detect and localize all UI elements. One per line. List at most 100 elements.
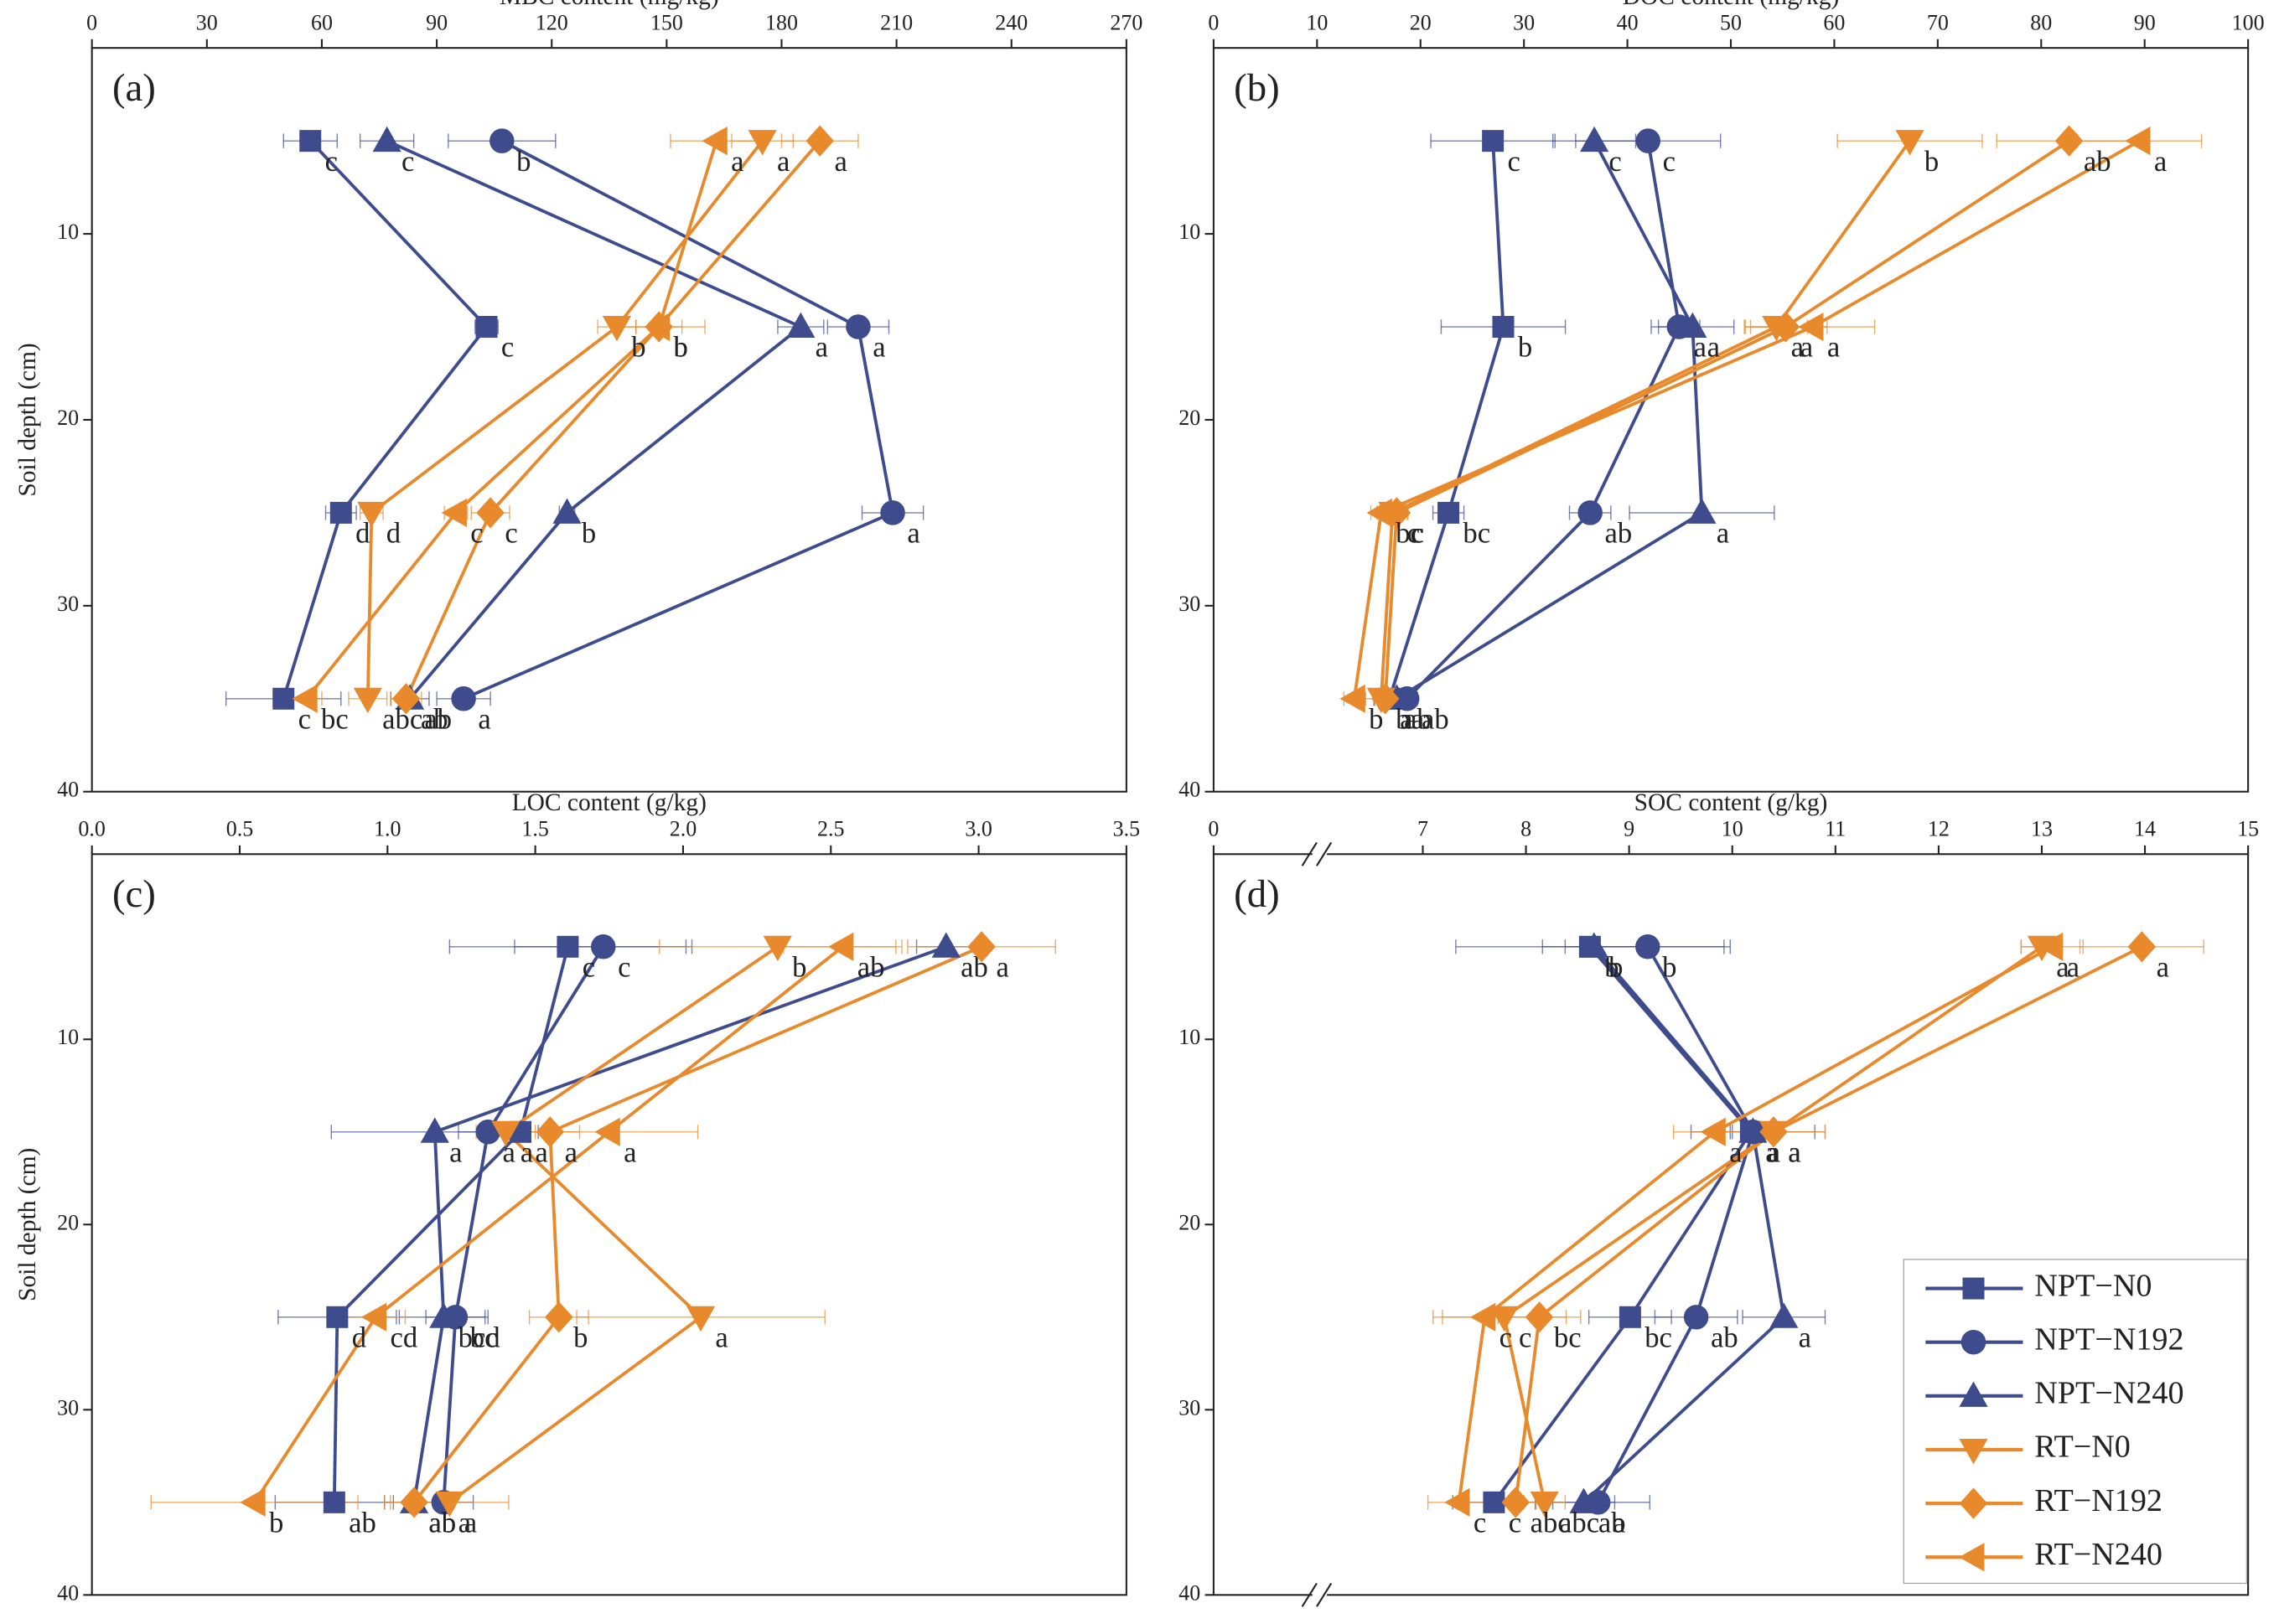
significance-letter: bc: [1554, 1321, 1582, 1353]
marker: [360, 1302, 387, 1332]
x-tick-label: 9: [1624, 817, 1634, 841]
significance-letter: bcd: [458, 1321, 500, 1353]
significance-letter: a: [1707, 332, 1720, 364]
marker: [1959, 1381, 1988, 1407]
x-tick-label: 0.0: [78, 817, 106, 841]
marker: [536, 1116, 565, 1148]
marker: [1895, 130, 1924, 156]
significance-letter: a: [2154, 146, 2167, 178]
plot-frame: [91, 47, 1127, 793]
y-tick-label: 20: [57, 406, 79, 430]
significance-letter: a: [777, 146, 790, 178]
marker: [763, 935, 792, 962]
series-line: [332, 946, 570, 1502]
significance-letter: a: [1800, 332, 1813, 364]
significance-letter: b: [269, 1508, 283, 1539]
marker: [1798, 312, 1824, 342]
significance-letter: bc: [470, 1321, 498, 1353]
marker: [2125, 127, 2151, 156]
significance-letter: abc: [1531, 1508, 1571, 1539]
marker: [602, 316, 632, 342]
marker: [240, 1487, 266, 1517]
significance-letter: b: [573, 1321, 588, 1353]
marker: [1962, 1277, 1985, 1300]
panel-label: (c): [112, 872, 156, 916]
y-tick-label: 40: [57, 1580, 79, 1605]
significance-letter: a: [458, 1508, 471, 1539]
significance-letter: a: [1799, 1321, 1811, 1353]
axis-break: [1316, 841, 1333, 866]
series-line: [1597, 945, 1755, 1503]
significance-letter: c: [618, 951, 630, 983]
significance-letter: c: [1499, 1321, 1512, 1353]
marker: [545, 1301, 573, 1333]
y-tick-label: 10: [57, 1025, 79, 1049]
x-tick-label: 14: [2134, 817, 2156, 841]
x-tick-label: 0.5: [226, 817, 253, 841]
significance-letter: a: [1791, 332, 1804, 364]
y-tick-label: 20: [57, 1210, 79, 1234]
marker: [2127, 931, 2157, 963]
series-line: [412, 945, 982, 1503]
significance-letter: d: [355, 518, 370, 550]
marker: [272, 687, 295, 710]
y-tick-label: 10: [1178, 1025, 1200, 1049]
significance-letter: b: [582, 518, 596, 550]
significance-letter: ab: [349, 1508, 376, 1539]
significance-letter: ab: [2084, 146, 2111, 178]
y-tick-label: 10: [57, 220, 79, 244]
x-tick-label: 50: [1720, 10, 1742, 34]
series-line: [1502, 945, 2043, 1503]
marker: [931, 932, 961, 958]
marker: [828, 932, 854, 961]
marker: [292, 684, 318, 713]
marker: [299, 130, 322, 153]
x-tick-label: 13: [2031, 817, 2053, 841]
significance-letter: a: [996, 951, 1008, 983]
y-tick-label: 30: [57, 592, 79, 616]
y-tick-label: 10: [1178, 220, 1200, 244]
y-tick-label: 40: [57, 778, 79, 802]
significance-letter: a: [1411, 703, 1424, 735]
significance-letter: b: [674, 332, 688, 364]
series-line: [412, 944, 947, 1503]
x-tick-label: 30: [196, 10, 218, 34]
x-tick-label: 90: [2134, 10, 2156, 34]
significance-letter: b: [1396, 703, 1410, 735]
series-line: [442, 945, 605, 1502]
significance-letter: b: [792, 951, 806, 983]
series-line: [305, 140, 718, 700]
axis-break-gap: [1312, 851, 1328, 857]
marker: [1569, 1487, 1598, 1513]
x-tick-label: 0: [1208, 817, 1219, 841]
marker: [1635, 934, 1660, 959]
marker: [476, 497, 505, 529]
legend-label: RT−N192: [2034, 1483, 2162, 1518]
marker: [594, 1117, 620, 1146]
x-tick-label: 2.0: [670, 817, 697, 841]
y-axis-title: Soil depth (cm): [14, 1148, 41, 1301]
significance-letter: ab: [1598, 1508, 1626, 1539]
significance-letter: b: [1924, 146, 1939, 178]
significance-letter: b: [631, 332, 645, 364]
marker: [1738, 1117, 1768, 1143]
significance-letter: b: [1608, 951, 1623, 983]
marker: [1492, 316, 1515, 339]
significance-letter: a: [1694, 332, 1707, 364]
significance-letter: ab: [428, 1508, 456, 1539]
marker: [1771, 311, 1800, 343]
series-line: [1582, 945, 1786, 1504]
significance-letter: a: [624, 1136, 636, 1168]
marker: [1525, 1301, 1554, 1333]
significance-letter: ab: [424, 703, 452, 735]
significance-letter: c: [1474, 1508, 1486, 1539]
significance-letter: c: [325, 146, 338, 178]
significance-letter: bc: [1396, 518, 1423, 550]
marker: [1683, 1305, 1709, 1330]
significance-letter: ab: [857, 951, 885, 983]
significance-letter: b: [674, 332, 688, 364]
marker: [1371, 683, 1400, 715]
significance-letter: a: [2056, 951, 2069, 983]
marker: [1579, 932, 1608, 958]
significance-letter: bc: [1645, 1321, 1672, 1353]
